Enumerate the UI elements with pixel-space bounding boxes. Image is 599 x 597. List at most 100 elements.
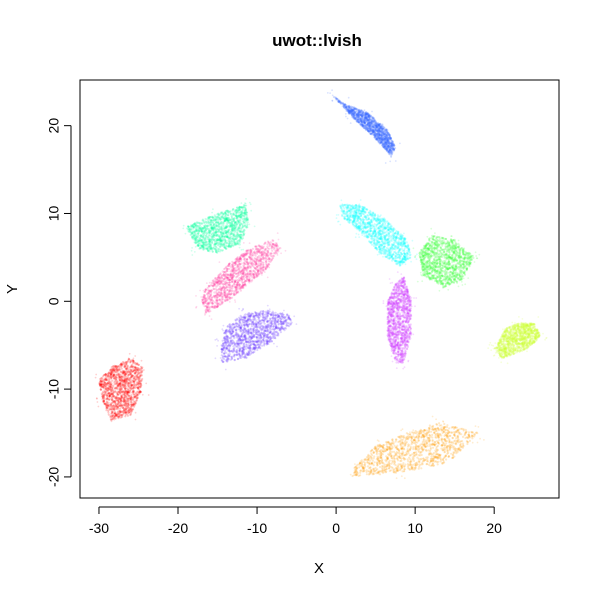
scatter-point: [132, 375, 135, 378]
scatter-point: [115, 374, 118, 377]
scatter-point: [406, 445, 410, 448]
scatter-point: [238, 230, 242, 233]
scatter-point: [114, 397, 117, 400]
scatter-point: [116, 396, 119, 399]
scatter-point: [349, 110, 352, 113]
scatter-point: [118, 404, 121, 407]
scatter-point: [227, 221, 230, 224]
scatter-point: [111, 369, 114, 372]
scatter-point: [422, 448, 425, 451]
scatter-point: [131, 408, 134, 411]
scatter-point: [125, 372, 128, 376]
scatter-point: [114, 370, 117, 373]
scatter-point: [438, 428, 441, 431]
scatter-point: [334, 96, 337, 98]
scatter-point: [132, 391, 135, 394]
scatter-point: [113, 370, 116, 373]
scatter-point: [199, 234, 202, 237]
scatter-point: [376, 471, 379, 474]
scatter-point: [133, 380, 136, 383]
scatter-point: [113, 408, 116, 411]
scatter-point: [127, 411, 131, 414]
scatter-point: [412, 431, 415, 434]
scatter-point: [113, 387, 117, 390]
scatter-point: [445, 458, 448, 461]
scatter-point: [467, 433, 470, 436]
scatter-point: [106, 396, 109, 399]
scatter-point: [120, 391, 123, 394]
scatter-point: [402, 436, 406, 439]
scatter-point: [434, 460, 437, 463]
scatter-point: [223, 228, 226, 231]
scatter-point: [367, 122, 370, 125]
scatter-point: [123, 370, 126, 373]
scatter-point: [133, 395, 136, 399]
scatter-point: [115, 414, 119, 417]
scatter-point: [124, 387, 127, 390]
scatter-point: [104, 373, 107, 376]
scatter-point: [126, 392, 129, 395]
scatter-point: [118, 368, 121, 371]
scatter-point: [386, 141, 389, 145]
scatter-point: [138, 390, 142, 393]
scatter-point: [123, 404, 126, 407]
scatter-point: [126, 364, 129, 368]
scatter-point: [111, 406, 114, 409]
scatter-point: [124, 379, 127, 382]
scatter-point: [372, 120, 376, 123]
scatter-point: [456, 428, 459, 432]
scatter-point: [109, 408, 112, 411]
scatter-point: [207, 224, 210, 227]
scatter-point: [208, 250, 211, 253]
scatter-point: [448, 449, 451, 452]
scatter-point: [373, 130, 376, 133]
scatter-point: [137, 386, 140, 390]
scatter-point: [103, 391, 106, 394]
scatter-point: [126, 366, 129, 369]
scatter-point: [212, 208, 214, 211]
scatter-point: [110, 389, 113, 392]
scatter-point: [114, 414, 118, 417]
scatter-point: [103, 374, 106, 377]
scatter-point: [138, 372, 141, 374]
scatter-point: [139, 390, 142, 393]
scatter-point: [113, 412, 116, 415]
scatter-point: [199, 239, 202, 242]
scatter-point: [366, 125, 369, 128]
scatter-point: [337, 99, 340, 103]
scatter-point: [372, 464, 375, 467]
scatter-point: [224, 247, 228, 250]
scatter-point: [476, 441, 479, 444]
scatter-point: [208, 227, 211, 230]
scatter-point: [130, 379, 133, 382]
scatter-point: [132, 357, 135, 360]
scatter-point: [110, 376, 113, 379]
scatter-point: [109, 380, 112, 383]
scatter-point: [357, 116, 359, 119]
scatter-point: [114, 365, 118, 368]
scatter-point: [127, 394, 130, 398]
scatter-point: [123, 408, 126, 411]
scatter-point: [133, 369, 136, 372]
scatter-point: [460, 427, 463, 430]
scatter-point: [119, 363, 122, 366]
scatter-point: [236, 231, 239, 234]
scatter-point: [349, 112, 352, 115]
scatter-point: [384, 133, 387, 136]
scatter-point: [124, 413, 127, 416]
scatter-point: [112, 414, 115, 417]
scatter-point: [427, 453, 431, 456]
scatter-point: [423, 429, 426, 432]
scatter-point: [390, 466, 393, 469]
scatter-point: [137, 363, 140, 367]
scatter-point: [446, 446, 449, 449]
scatter-point: [135, 381, 139, 384]
scatter-point: [141, 366, 144, 369]
scatter-point: [383, 146, 386, 149]
scatter-point: [379, 454, 382, 457]
scatter-point: [132, 387, 135, 390]
scatter-point: [378, 450, 381, 453]
scatter-point: [119, 398, 122, 401]
scatter-point: [388, 453, 391, 456]
